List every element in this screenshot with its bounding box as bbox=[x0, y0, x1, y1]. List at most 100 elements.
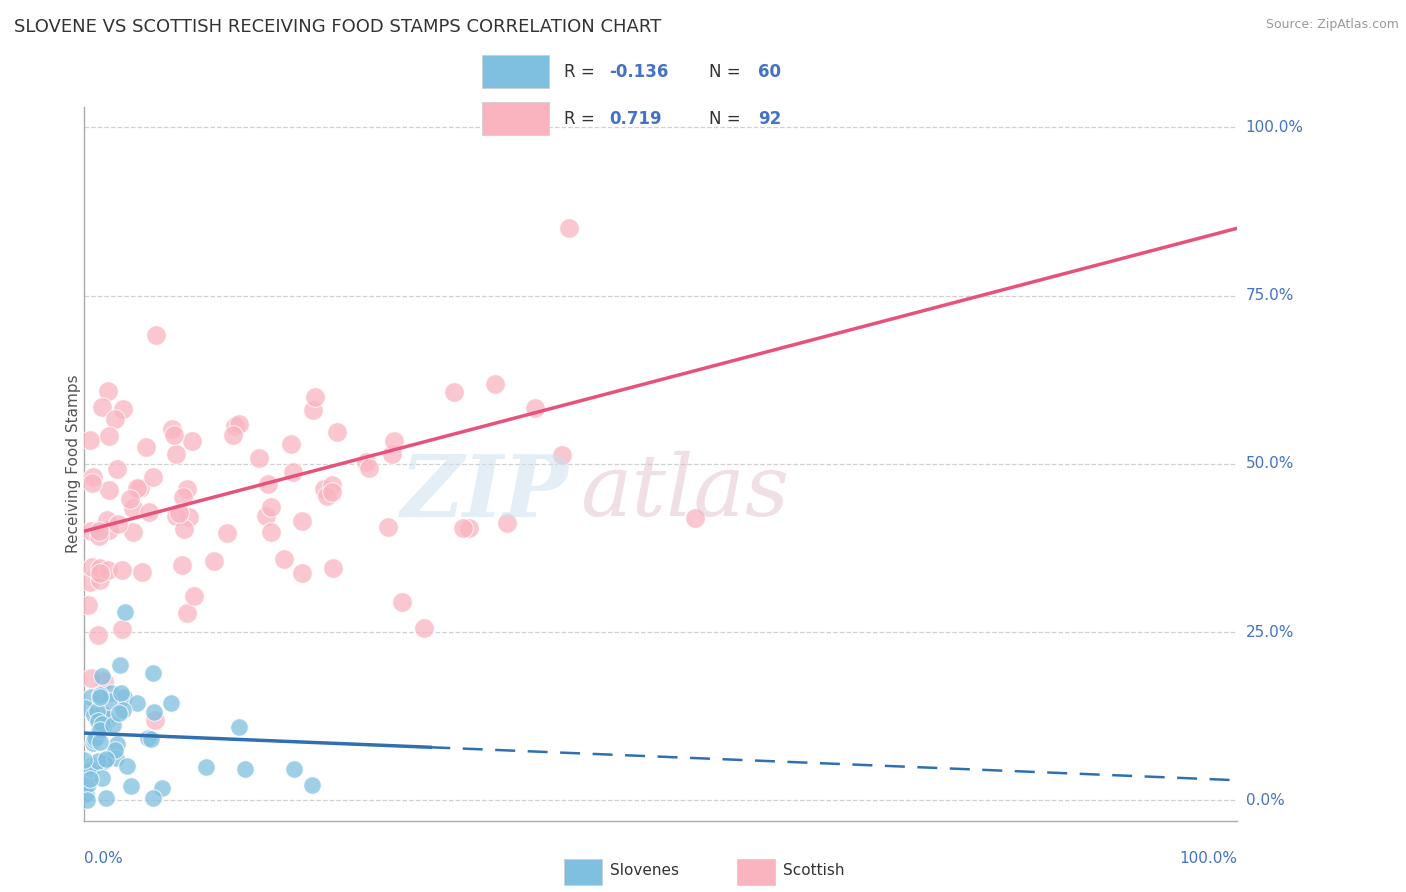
Point bbox=[135, 441, 157, 455]
Point bbox=[111, 563, 134, 577]
Point bbox=[86, 628, 108, 642]
Point bbox=[94, 791, 117, 805]
Text: -0.136: -0.136 bbox=[609, 63, 668, 81]
Point bbox=[86, 714, 108, 728]
Point bbox=[98, 429, 121, 443]
Point bbox=[443, 384, 465, 399]
Point bbox=[170, 558, 193, 573]
Point bbox=[412, 621, 434, 635]
Point bbox=[291, 566, 314, 580]
Point bbox=[89, 688, 111, 702]
Point bbox=[103, 412, 125, 426]
Point bbox=[301, 778, 323, 792]
Point bbox=[183, 589, 205, 603]
Point bbox=[115, 759, 138, 773]
Point bbox=[180, 434, 202, 448]
Point bbox=[86, 730, 108, 744]
Point bbox=[98, 523, 121, 537]
Point bbox=[79, 575, 101, 590]
Point bbox=[159, 696, 181, 710]
Text: N =: N = bbox=[710, 63, 747, 81]
Point bbox=[94, 711, 117, 725]
Point bbox=[80, 763, 103, 777]
Point bbox=[80, 672, 103, 686]
Point bbox=[97, 694, 120, 708]
Point bbox=[125, 481, 148, 495]
Point bbox=[145, 327, 167, 342]
Point bbox=[138, 504, 160, 518]
Text: atlas: atlas bbox=[581, 451, 789, 533]
Point bbox=[177, 510, 200, 524]
Point bbox=[112, 703, 135, 717]
FancyBboxPatch shape bbox=[564, 859, 602, 885]
Point bbox=[80, 524, 103, 538]
Point bbox=[150, 780, 173, 795]
Point bbox=[110, 686, 132, 700]
Point bbox=[73, 753, 96, 767]
Point bbox=[357, 461, 380, 475]
Point bbox=[87, 726, 110, 740]
Point bbox=[551, 448, 574, 462]
Point bbox=[82, 735, 104, 749]
Point bbox=[312, 482, 335, 496]
Point bbox=[93, 755, 115, 769]
Point bbox=[304, 390, 326, 404]
Point bbox=[83, 707, 105, 722]
Point bbox=[354, 455, 377, 469]
Point bbox=[89, 561, 111, 575]
Point bbox=[221, 428, 243, 442]
Point bbox=[103, 718, 125, 732]
Point bbox=[80, 690, 103, 704]
Point bbox=[291, 514, 314, 528]
Point bbox=[322, 561, 344, 575]
Point bbox=[281, 465, 304, 479]
Point bbox=[90, 771, 112, 785]
Text: ZIP: ZIP bbox=[401, 450, 568, 534]
Point bbox=[280, 437, 302, 451]
Point bbox=[316, 489, 339, 503]
Point bbox=[235, 762, 257, 776]
Point bbox=[97, 483, 120, 497]
Point bbox=[273, 552, 295, 566]
Point bbox=[77, 598, 100, 612]
Text: 100.0%: 100.0% bbox=[1180, 851, 1237, 866]
Point bbox=[260, 524, 283, 539]
Point bbox=[122, 500, 145, 515]
Text: Slovenes: Slovenes bbox=[610, 863, 679, 878]
Point bbox=[105, 737, 128, 751]
Point bbox=[382, 434, 405, 448]
Point bbox=[105, 750, 128, 764]
Point bbox=[100, 686, 122, 700]
Point bbox=[104, 743, 127, 757]
Point bbox=[176, 606, 198, 620]
Point bbox=[75, 700, 97, 714]
Point bbox=[143, 713, 166, 727]
Point bbox=[142, 470, 165, 484]
Point bbox=[228, 721, 250, 735]
Text: 100.0%: 100.0% bbox=[1246, 120, 1303, 135]
Point bbox=[84, 731, 107, 745]
Point bbox=[283, 763, 305, 777]
Point bbox=[301, 402, 323, 417]
Point bbox=[89, 690, 111, 705]
Point bbox=[381, 447, 404, 461]
Point bbox=[257, 476, 280, 491]
Point bbox=[142, 705, 165, 719]
Point bbox=[76, 793, 98, 807]
Point bbox=[173, 522, 195, 536]
Point bbox=[260, 500, 283, 514]
Point bbox=[142, 790, 165, 805]
Point bbox=[195, 760, 218, 774]
Point bbox=[89, 723, 111, 737]
Text: Source: ZipAtlas.com: Source: ZipAtlas.com bbox=[1265, 18, 1399, 31]
Point bbox=[131, 565, 153, 579]
Point bbox=[97, 384, 120, 399]
Point bbox=[93, 673, 115, 688]
Point bbox=[75, 787, 97, 801]
Point bbox=[97, 563, 120, 577]
Point bbox=[125, 696, 148, 710]
Point bbox=[83, 733, 105, 747]
Point bbox=[120, 779, 142, 793]
Text: N =: N = bbox=[710, 111, 747, 128]
Point bbox=[128, 481, 150, 495]
